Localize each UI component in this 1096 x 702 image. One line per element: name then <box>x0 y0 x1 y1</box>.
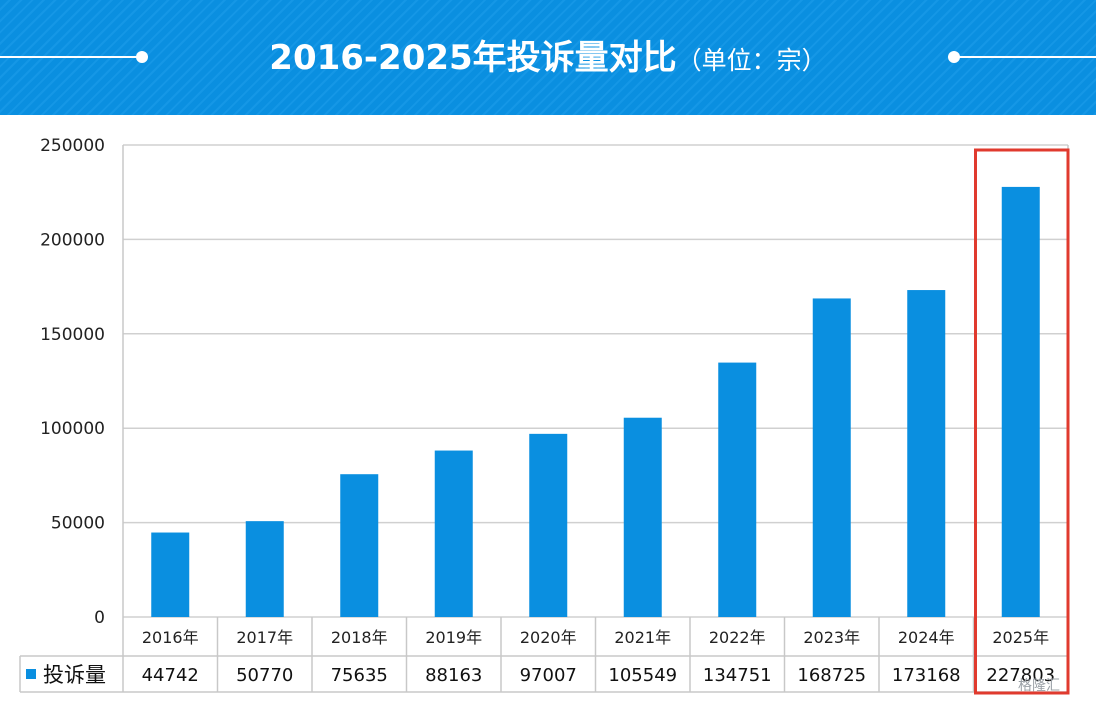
x-tick-label: 2017年 <box>236 628 293 647</box>
data-value-label: 134751 <box>703 665 772 686</box>
data-value-label: 50770 <box>236 665 293 686</box>
right-decor-line <box>952 56 1096 58</box>
highlight-box <box>974 148 1070 695</box>
data-value-label: 168725 <box>797 665 866 686</box>
y-tick-label: 50000 <box>51 514 105 534</box>
bar <box>1001 186 1040 617</box>
left-decor-line <box>0 56 140 58</box>
data-value-label: 88163 <box>425 665 482 686</box>
watermark-text: 格隆汇 <box>1018 678 1060 694</box>
y-tick-label: 250000 <box>40 136 105 156</box>
chart-unit: （单位：宗） <box>676 46 827 75</box>
x-tick-label: 2016年 <box>142 628 199 647</box>
data-value-label: 75635 <box>331 665 388 686</box>
bar <box>529 433 568 617</box>
chart-header: 2016-2025年投诉量对比（单位：宗） <box>0 0 1096 115</box>
data-value-label: 44742 <box>142 665 199 686</box>
data-table: 2016年 2017年 2018年 2019年 2020年 2021年 2022年 2023年… <box>19 617 1068 693</box>
x-tick-label: 2023年 <box>803 628 860 647</box>
data-value-label: 227803 <box>986 665 1055 686</box>
left-decor-dot <box>136 51 148 63</box>
data-value-label: 173168 <box>892 665 961 686</box>
x-tick-label: 2021年 <box>614 628 671 647</box>
chart-title: 2016-2025年投诉量对比 <box>269 38 677 78</box>
bar <box>718 362 757 617</box>
legend-label: 投诉量 <box>43 663 106 687</box>
data-value-label: 97007 <box>520 665 577 686</box>
bar <box>623 417 662 617</box>
x-tick-label: 2025年 <box>992 628 1049 647</box>
y-tick-label: 0 <box>94 608 105 628</box>
y-tick-label: 150000 <box>40 325 105 345</box>
x-tick-label: 2019年 <box>425 628 482 647</box>
chart-title-wrap: 2016-2025年投诉量对比（单位：宗） <box>0 30 1096 79</box>
bars <box>151 186 1040 617</box>
bar <box>151 532 190 617</box>
bar <box>245 521 284 617</box>
x-tick-label: 2020年 <box>520 628 577 647</box>
bar <box>434 450 473 617</box>
data-value-label: 105549 <box>608 665 677 686</box>
bar <box>812 298 851 617</box>
x-tick-label: 2022年 <box>709 628 766 647</box>
y-tick-label: 100000 <box>40 419 105 439</box>
x-tick-label: 2024年 <box>898 628 955 647</box>
bar <box>907 290 946 617</box>
y-axis-ticks: 0 50000 100000 150000 200000 250000 <box>40 136 105 628</box>
legend-swatch <box>26 669 36 679</box>
y-tick-label: 200000 <box>40 230 105 250</box>
x-tick-label: 2018年 <box>331 628 388 647</box>
bar <box>340 474 379 617</box>
